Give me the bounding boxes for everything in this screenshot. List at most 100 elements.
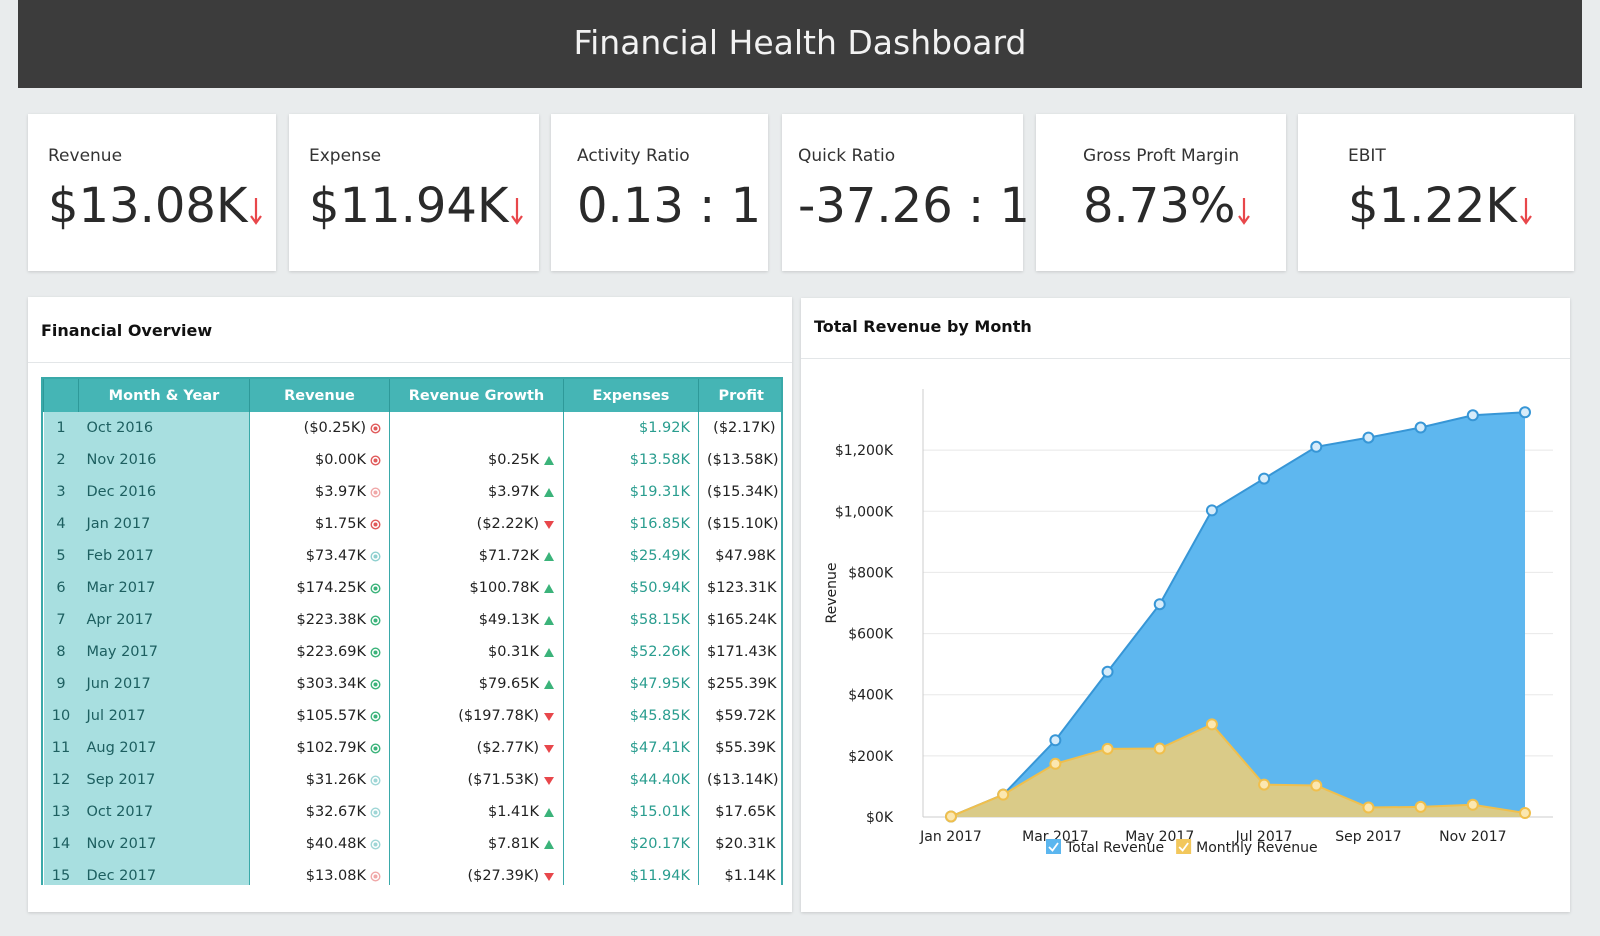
status-ring: [370, 454, 381, 466]
table-row: 10 Jul 2017 $105.57K ($197.78K) $45.85K $59.7…: [43, 700, 782, 732]
growth-arrow: [544, 615, 554, 625]
status-icon: [370, 422, 381, 434]
y-tick-label: $200K: [848, 749, 894, 765]
table-cell: $174.25K: [249, 572, 390, 604]
point: [1362, 431, 1375, 444]
kpi-value: 8.73%: [1083, 178, 1236, 234]
cell-text: $47.95K: [629, 676, 690, 692]
header: Financial Health Dashboard: [18, 0, 1582, 88]
table-cell: ($2.77K): [389, 732, 564, 764]
table-row: 9 Jun 2017 $303.34K $79.65K $47.95K $255.39K: [43, 668, 782, 700]
growth-arrow: [544, 679, 554, 689]
status-icon: [370, 550, 381, 562]
status-ring: [370, 518, 381, 530]
cell-text: $7.81K: [487, 836, 539, 852]
growth-icon: [544, 776, 554, 785]
table-cell: $32.67K: [249, 796, 390, 828]
table-row: 7 Apr 2017 $223.38K $49.13K $58.15K $165.24K: [43, 604, 782, 636]
cell-text: 7: [56, 612, 66, 628]
kpi-label: Quick Ratio: [798, 146, 896, 166]
growth-icon: [544, 647, 554, 657]
table-cell: Sep 2017: [78, 764, 250, 796]
kpi-value-wrap: -37.26 : 1: [798, 178, 1030, 234]
y-tick-label: $1,200K: [835, 443, 894, 459]
cell-text: $13.58K: [629, 452, 690, 468]
table-cell: $3.97K: [389, 476, 564, 508]
cell-text: $223.69K: [296, 644, 366, 660]
table-row: 3 Dec 2016 $3.97K $3.97K $19.31K ($15.34K): [43, 476, 782, 508]
x-tick-label: Sep 2017: [1335, 829, 1401, 845]
cell-text: 5: [56, 548, 66, 564]
table-cell: 7: [43, 604, 79, 636]
kpi-value: $1.22K: [1348, 178, 1517, 234]
point: [1258, 778, 1271, 791]
table-cell: ($27.39K): [389, 860, 564, 885]
table-cell: ($15.10K): [699, 508, 782, 540]
cell-text: Oct 2016: [86, 420, 154, 436]
panel-title: Financial Overview: [41, 321, 213, 340]
kpi-value: $11.94K: [309, 178, 509, 234]
area: [951, 724, 1525, 817]
cell-text: 1: [56, 420, 66, 436]
cell-text: $11.94K: [629, 868, 690, 884]
table-cell: $79.65K: [389, 668, 564, 700]
header-cell: Revenue: [249, 379, 390, 412]
point: [1101, 665, 1114, 678]
table-cell: 3: [43, 476, 79, 508]
table-cell: $50.94K: [563, 572, 699, 604]
status-icon: [370, 614, 381, 626]
table-cell: $255.39K: [699, 668, 782, 700]
cell-text: $255.39K: [707, 676, 777, 692]
x-tick-label: Jul 2017: [1235, 829, 1293, 845]
growth-arrow: [544, 872, 554, 881]
table-cell: 4: [43, 508, 79, 540]
cell-text: ($15.34K): [707, 484, 779, 500]
cell-text: Jul 2017: [86, 708, 146, 724]
trend-arrow: [250, 198, 263, 225]
header-cell: Revenue Growth: [389, 379, 564, 412]
cell-text: ($71.53K): [467, 772, 539, 788]
cell-text: 14: [51, 836, 71, 852]
arrow-shape: [250, 198, 263, 225]
table-cell: $20.31K: [699, 828, 782, 860]
growth-icon: [544, 487, 554, 497]
status-ring: [370, 710, 381, 722]
table-cell: $1.14K: [699, 860, 782, 885]
cell-text: 3: [56, 484, 66, 500]
cell-text: $13.08K: [305, 868, 366, 884]
cell-text: $73.47K: [305, 548, 366, 564]
table-cell: $44.40K: [563, 764, 699, 796]
cell-text: $174.25K: [296, 580, 366, 596]
kpi-value: $13.08K: [48, 178, 248, 234]
x-tick-label: Nov 2017: [1439, 829, 1506, 845]
table-cell: 6: [43, 572, 79, 604]
growth-arrow: [544, 807, 554, 817]
growth-arrow: [544, 583, 554, 593]
growth-icon: [544, 615, 554, 625]
table-row: 14 Nov 2017 $40.48K $7.81K $20.17K $20.31K: [43, 828, 782, 860]
table-cell: $102.79K: [249, 732, 390, 764]
status-icon: [370, 774, 381, 786]
table-cell: Oct 2016: [78, 412, 250, 444]
cell-text: ($13.14K): [707, 772, 779, 788]
growth-icon: [544, 520, 554, 529]
status-dot: [373, 714, 378, 718]
cell-text: $0.25K: [487, 452, 539, 468]
point: [1466, 409, 1479, 422]
cell-text: ($15.10K): [707, 516, 779, 532]
cell-text: 2: [56, 452, 66, 468]
table-row: 8 May 2017 $223.69K $0.31K $52.26K $171.43K: [43, 636, 782, 668]
growth-icon: [544, 872, 554, 881]
cell-text: $55.39K: [715, 740, 776, 756]
cell-text: $0.31K: [487, 644, 539, 660]
table-cell: 9: [43, 668, 79, 700]
table-cell: $105.57K: [249, 700, 390, 732]
table-body: 1 Oct 2016 ($0.25K) $1.92K ($2.17K) 2 Nov 2016…: [43, 412, 782, 885]
cell-text: Feb 2017: [86, 548, 154, 564]
kpi-value-wrap: $13.08K: [48, 178, 263, 234]
status-dot: [373, 554, 378, 558]
status-dot: [373, 426, 378, 430]
table-cell: $223.69K: [249, 636, 390, 668]
cell-text: ($13.58K): [707, 452, 779, 468]
